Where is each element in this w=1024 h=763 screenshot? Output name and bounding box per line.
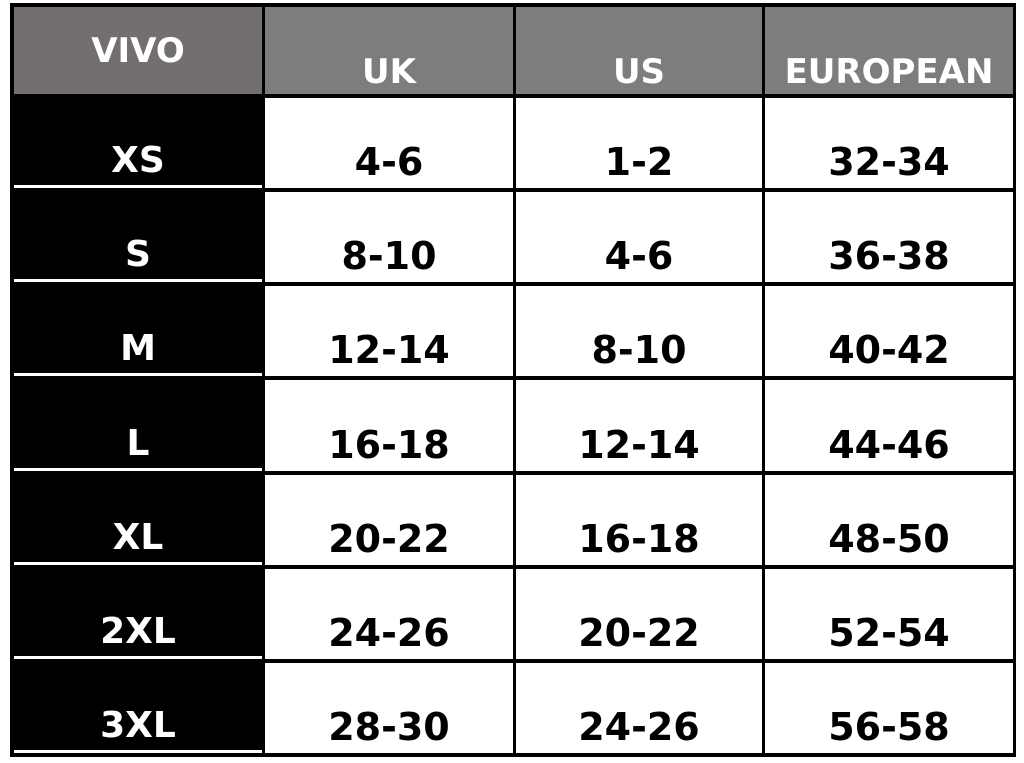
size-label-cell: XS [14, 98, 262, 189]
size-uk-cell: 8-10 [265, 192, 513, 283]
size-uk-cell: 24-26 [265, 568, 513, 659]
header-us: US [516, 7, 762, 94]
size-us-cell: 1-2 [516, 98, 762, 189]
size-european-cell: 48-50 [765, 474, 1013, 565]
size-european-cell: 40-42 [765, 286, 1013, 377]
size-label-cell: M [14, 286, 262, 377]
size-european-cell: 32-34 [765, 98, 1013, 189]
size-uk-cell: 12-14 [265, 286, 513, 377]
size-european-cell: 52-54 [765, 568, 1013, 659]
size-us-cell: 16-18 [516, 474, 762, 565]
size-uk-cell: 16-18 [265, 380, 513, 471]
size-us-cell: 24-26 [516, 662, 762, 753]
size-uk-cell: 4-6 [265, 98, 513, 189]
size-label-cell: L [14, 380, 262, 471]
size-label-cell: XL [14, 474, 262, 565]
size-european-cell: 56-58 [765, 662, 1013, 753]
size-european-cell: 44-46 [765, 380, 1013, 471]
size-us-cell: 8-10 [516, 286, 762, 377]
size-uk-cell: 28-30 [265, 662, 513, 753]
size-label-cell: 3XL [14, 662, 262, 753]
header-european: EUROPEAN [765, 7, 1013, 94]
size-chart-table: VIVO UK US EUROPEAN XS 4-6 1-2 32-34 S 8-10 4-… [14, 7, 1013, 753]
size-us-cell: 12-14 [516, 380, 762, 471]
header-vivo: VIVO [14, 7, 262, 94]
header-uk: UK [265, 7, 513, 94]
size-us-cell: 4-6 [516, 192, 762, 283]
size-label-cell: S [14, 192, 262, 283]
size-label-cell: 2XL [14, 568, 262, 659]
size-us-cell: 20-22 [516, 568, 762, 659]
size-european-cell: 36-38 [765, 192, 1013, 283]
size-uk-cell: 20-22 [265, 474, 513, 565]
size-chart-frame: VIVO UK US EUROPEAN XS 4-6 1-2 32-34 S 8-10 4-… [10, 3, 1016, 757]
